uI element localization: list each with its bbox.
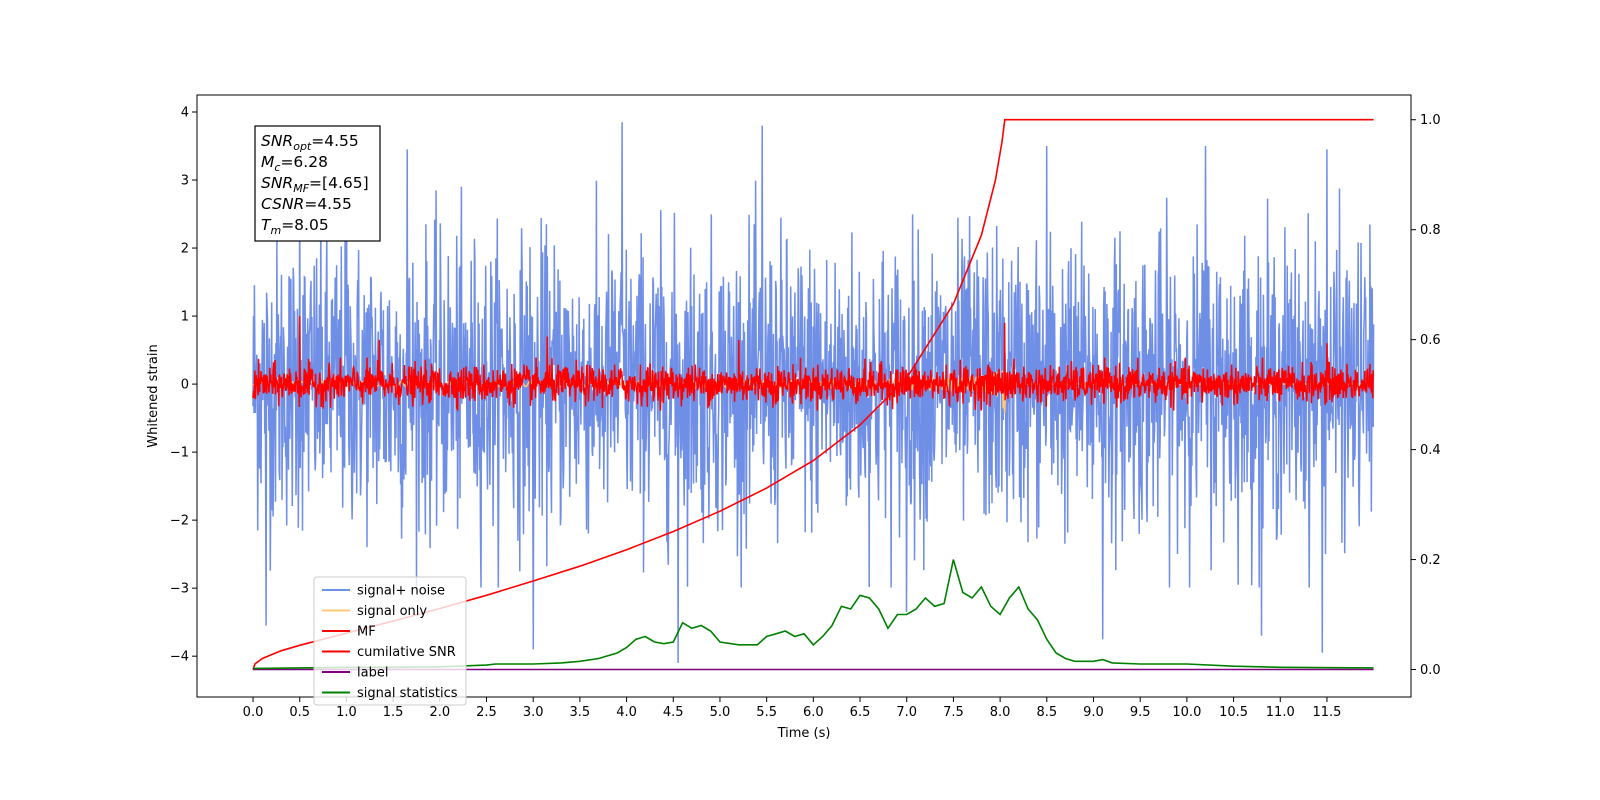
x-tick-label: 7.0: [896, 705, 917, 720]
x-tick-label: 9.0: [1083, 705, 1104, 720]
y-tick-label: 2: [181, 242, 189, 257]
x-tick-label: 8.5: [1036, 705, 1057, 720]
x-tick-label: 8.0: [990, 705, 1011, 720]
y-axis-label: Whitened strain: [146, 344, 161, 447]
info-line: Tm=8.05: [261, 216, 329, 237]
info-box-frame: [254, 125, 381, 242]
legend-entry: MF: [357, 625, 376, 640]
x-tick-label: 2.0: [429, 705, 450, 720]
legend-entry: signal statistics: [357, 686, 458, 701]
y-right-tick-label: 0.2: [1420, 553, 1441, 568]
y-tick-label: 1: [181, 310, 189, 325]
x-tick-label: 1.0: [336, 705, 357, 720]
x-tick-label: 1.5: [383, 705, 404, 720]
axes-frame: [196, 94, 1412, 698]
y-tick-label: −3: [170, 582, 189, 597]
y-right-tick-label: 0.8: [1420, 223, 1441, 238]
x-tick-label: 2.5: [476, 705, 497, 720]
x-tick-label: 9.5: [1130, 705, 1151, 720]
x-tick-label: 4.0: [616, 705, 637, 720]
x-tick-label: 3.5: [570, 705, 591, 720]
legend-entry: signal only: [357, 604, 427, 619]
y-right-tick-label: 0.6: [1420, 333, 1441, 348]
x-tick-label: 6.5: [850, 705, 871, 720]
x-tick-label: 4.5: [663, 705, 684, 720]
y-right-tick-label: 0.0: [1420, 663, 1441, 678]
y-tick-label: 0: [181, 378, 189, 393]
x-tick-label: 10.0: [1172, 705, 1201, 720]
legend-entry: cumilative SNR: [357, 645, 456, 660]
x-tick-label: 5.5: [756, 705, 777, 720]
y-tick-label: −2: [170, 514, 189, 529]
y-right-tick-label: 1.0: [1420, 113, 1441, 128]
axes: 0.0 0.5 1.0 1.5 2.0 2.5 3.0 3.5 4.0 4.5 5.0 5.5 6.0 6…: [170, 94, 1441, 720]
legend-frame: [313, 576, 467, 706]
legend: signal+ noise signal only MF cumilative SNR…: [313, 576, 467, 706]
info-line: SNRMF=[4.65]: [261, 174, 369, 195]
x-tick-label: 11.0: [1266, 705, 1295, 720]
x-tick-label: 3.0: [523, 705, 544, 720]
series-mf: [252, 316, 1374, 411]
x-tick-label: 0.0: [243, 705, 264, 720]
x-tick-label: 10.5: [1219, 705, 1248, 720]
y-tick-label: 3: [181, 174, 189, 189]
x-tick-label: 6.0: [803, 705, 824, 720]
info-line: Mc=6.28: [261, 153, 328, 174]
x-tick-label: 11.5: [1312, 705, 1341, 720]
y-tick-label: 4: [181, 106, 189, 121]
x-tick-label: 7.5: [943, 705, 964, 720]
x-axis-label: Time (s): [777, 726, 831, 741]
series-signal-statistics: [252, 559, 1374, 670]
y-tick-label: −4: [170, 650, 189, 665]
x-tick-label: 0.5: [289, 705, 310, 720]
info-line: SNRopt=4.55: [261, 132, 359, 153]
x-tick-label: 5.0: [710, 705, 731, 720]
y-right-tick-label: 0.4: [1420, 443, 1441, 458]
info-line: CSNR=4.55: [261, 195, 352, 213]
legend-entry: signal+ noise: [357, 584, 445, 599]
legend-entry: label: [357, 666, 388, 681]
y-tick-label: −1: [170, 446, 189, 461]
